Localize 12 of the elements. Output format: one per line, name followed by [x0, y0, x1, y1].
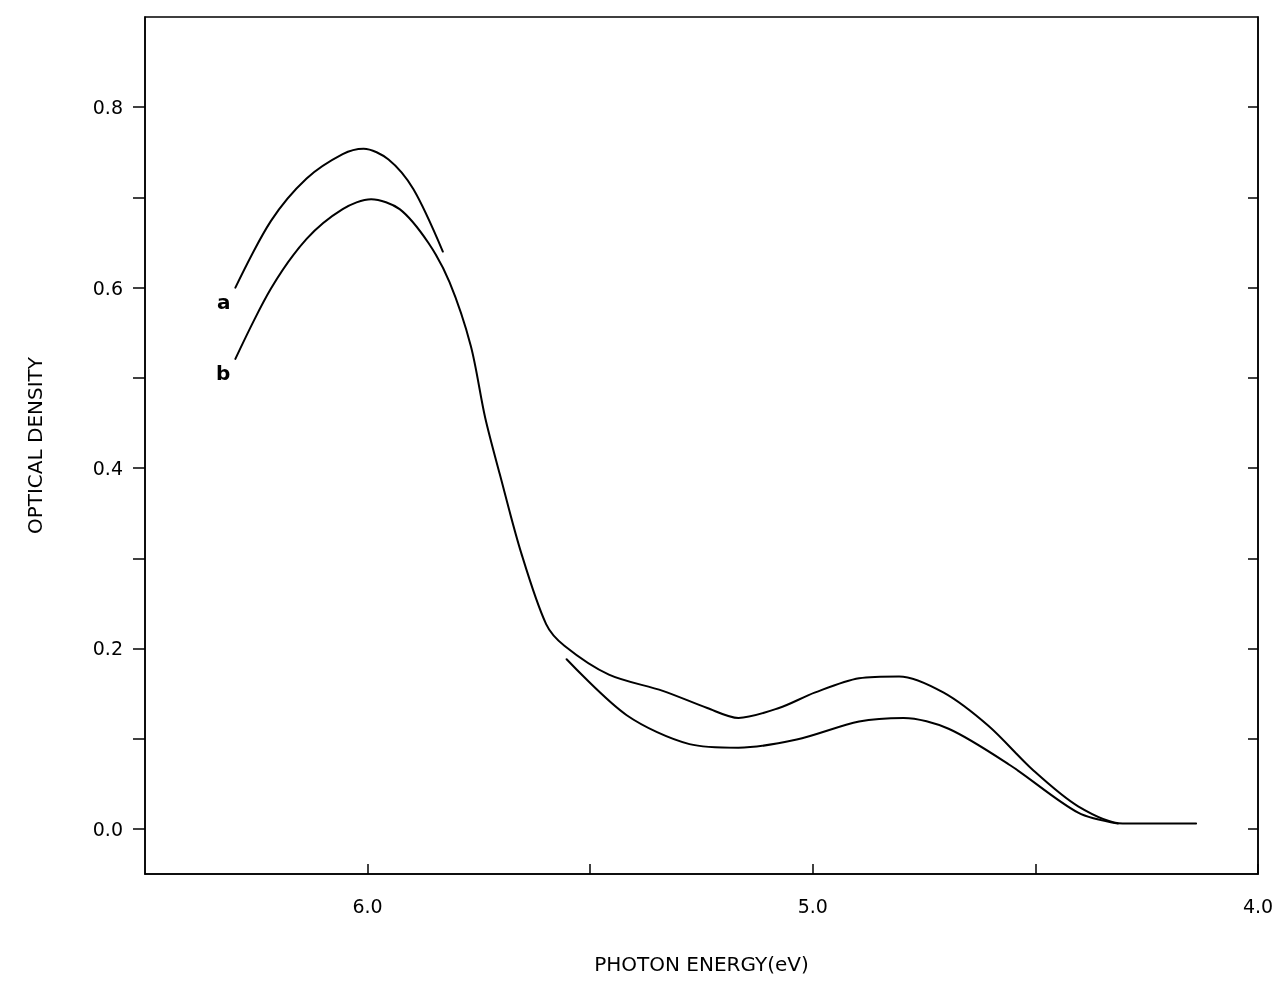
series-label: b [216, 360, 231, 385]
y-tick-label: 0.8 [92, 96, 123, 119]
x-tick-label: 4.0 [1242, 894, 1274, 917]
y-tick-label: 0.2 [92, 637, 123, 660]
x-tick-label: 6.0 [352, 894, 383, 917]
y-tick-label: 0.6 [92, 276, 123, 299]
x-axis-title: PHOTON ENERGY(eV) [594, 952, 809, 976]
x-tick-label: 5.0 [797, 894, 828, 917]
y-tick-label: 0.4 [92, 457, 123, 480]
series-label: a [216, 289, 231, 314]
y-tick-label: 0.0 [92, 817, 123, 840]
y-axis-title: OPTICAL DENSITY [23, 356, 47, 535]
